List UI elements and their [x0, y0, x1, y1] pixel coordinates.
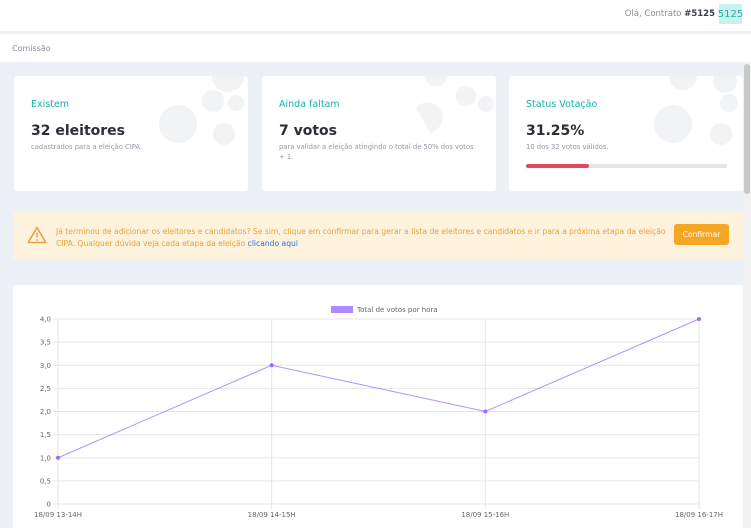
series-line: [57, 318, 700, 459]
y-tick-label: 0: [47, 501, 51, 509]
y-tick-label: 3,0: [40, 362, 51, 370]
alert-text: Já terminou de adicionar os eleitores e …: [56, 227, 666, 248]
line-chart: 0 0,5 1,0 1,5 2,0 2,5 3,0 3,5 4,0 18/09 13-14H 18/…: [34, 306, 723, 519]
decorative-circles: [159, 76, 244, 145]
warning-icon: [27, 226, 47, 244]
card-description: 10 dos 32 votos válidos.: [526, 143, 609, 151]
y-tick-label: 2,5: [40, 385, 51, 393]
x-tick-label: 18/09 15-16H: [461, 511, 509, 519]
card-votes-missing: Ainda faltam 7 votos para validar a elei…: [262, 76, 496, 191]
card-value: 31.25%: [526, 123, 585, 139]
x-tick-label: 18/09 13-14H: [34, 511, 82, 519]
card-voting-status: Status Votação 31.25% 10 dos 32 votos vá…: [509, 76, 743, 191]
y-tick-label: 3,5: [40, 339, 51, 347]
y-tick-label: 4,0: [40, 316, 51, 324]
alert-message: Já terminou de adicionar os eleitores e …: [56, 226, 676, 250]
decorative-circles: [416, 76, 494, 134]
sub-header: Comissão: [0, 33, 751, 62]
avatar[interactable]: 5125: [718, 4, 743, 24]
card-title: Existem: [31, 99, 70, 110]
y-tick-label: 0,5: [40, 477, 51, 485]
data-point: [269, 363, 274, 368]
card-description: cadastrados para a eleição CIPA.: [31, 143, 143, 151]
legend-label: Total de votos por hora: [356, 306, 438, 314]
y-tick-label: 2,0: [40, 408, 51, 416]
y-tick-label: 1,0: [40, 454, 51, 462]
legend-swatch: [331, 306, 353, 313]
progress-fill: [526, 164, 589, 168]
card-voters: Existem 32 eleitores cadastrados para a …: [14, 76, 248, 191]
x-tick-label: 18/09 14-15H: [248, 511, 296, 519]
breadcrumb: Comissão: [12, 44, 51, 53]
data-point: [697, 317, 701, 321]
help-link[interactable]: clicando aqui: [247, 239, 298, 248]
card-title: Ainda faltam: [279, 99, 340, 110]
confirmation-alert: Já terminou de adicionar os eleitores e …: [13, 211, 743, 260]
user-greeting: Olá, Contrato #5125: [625, 9, 715, 19]
top-bar: Olá, Contrato #5125 5125: [0, 0, 751, 31]
scrollbar[interactable]: [743, 62, 751, 528]
card-value: 32 eleitores: [31, 123, 125, 139]
data-point: [56, 455, 60, 460]
scrollbar-thumb[interactable]: [744, 64, 750, 194]
card-description: para validar a eleição atingindo o total…: [279, 143, 474, 161]
card-title: Status Votação: [526, 99, 598, 110]
confirm-button[interactable]: Confirmar: [674, 224, 729, 245]
contract-number: #5125: [684, 9, 715, 19]
card-value: 7 votos: [279, 123, 338, 139]
y-tick-label: 1,5: [40, 431, 51, 439]
decorative-circles: [654, 76, 738, 145]
data-point: [483, 409, 488, 414]
x-tick-label: 18/09 16-17H: [675, 511, 723, 519]
vote-progress-bar: [526, 164, 727, 168]
votes-per-hour-chart: 0 0,5 1,0 1,5 2,0 2,5 3,0 3,5 4,0 18/09 13-14H 18/…: [13, 285, 743, 528]
greeting-text: Olá, Contrato: [624, 9, 682, 19]
